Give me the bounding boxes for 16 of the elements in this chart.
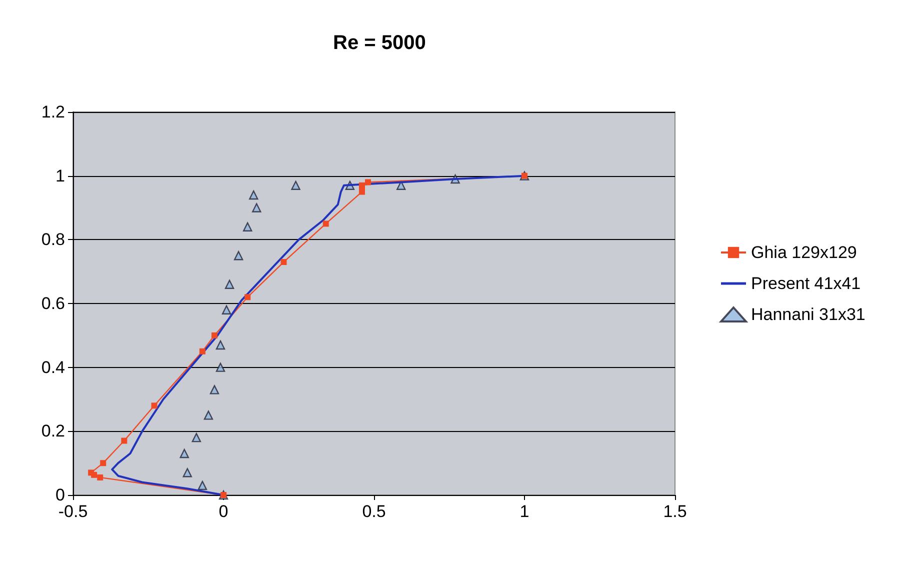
x-tick-label: 0.5: [362, 502, 386, 521]
y-tick-label: 0: [56, 486, 65, 504]
x-tick-label: 1.5: [663, 502, 687, 521]
legend-label: Ghia 129x129: [751, 243, 857, 262]
y-tick-label: 1: [56, 166, 65, 186]
x-tick-label: 0: [218, 502, 228, 521]
legend-label: Hannani 31x31: [751, 305, 866, 324]
y-tick-label: 0.4: [41, 358, 65, 377]
chart-title: Re = 5000: [333, 32, 426, 54]
legend-label: Present 41x41: [751, 274, 861, 293]
x-tick-label: -0.5: [58, 502, 88, 521]
y-tick-label: 0.8: [41, 230, 65, 250]
y-tick-label: 1.2: [41, 102, 65, 122]
y-tick-label: 0.6: [41, 294, 65, 313]
y-tick-label: 0.2: [41, 422, 65, 441]
x-tick-label: 1: [520, 502, 530, 521]
